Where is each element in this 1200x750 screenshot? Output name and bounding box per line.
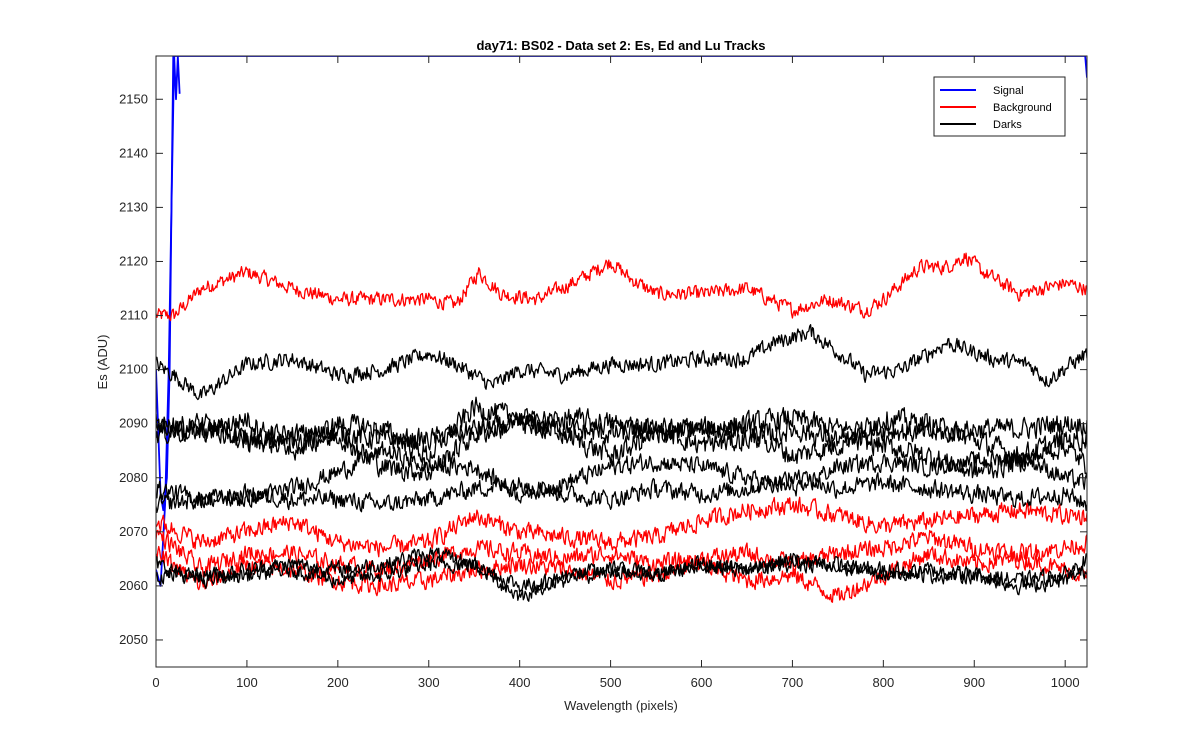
y-tick-label: 2090 <box>119 416 148 431</box>
series-line-darks-4 <box>156 324 1087 401</box>
x-tick-label: 900 <box>963 675 985 690</box>
x-tick-label: 600 <box>691 675 713 690</box>
x-axis-label: Wavelength (pixels) <box>564 698 678 713</box>
series-line-darks-14 <box>156 547 1087 602</box>
series-line-darks-13 <box>156 555 1087 596</box>
x-tick-label: 100 <box>236 675 258 690</box>
y-tick-label: 2150 <box>119 91 148 106</box>
x-tick-label: 200 <box>327 675 349 690</box>
x-tick-label: 500 <box>600 675 622 690</box>
x-tick-label: 0 <box>152 675 159 690</box>
y-tick-label: 2080 <box>119 470 148 485</box>
series-line-background-10 <box>156 496 1087 558</box>
plot-area-frame <box>155 55 1088 668</box>
y-axis: 2050 2060 2070 2080 2090 2100 2110 2120 2130 2140… <box>119 91 1087 647</box>
x-tick-label: 400 <box>509 675 531 690</box>
y-tick-label: 2120 <box>119 253 148 268</box>
chart-title: day71: BS02 - Data set 2: Es, Ed and Lu … <box>476 38 765 53</box>
series-line-background-3 <box>156 252 1087 322</box>
series-line-signal-2 <box>173 56 181 101</box>
y-tick-label: 2050 <box>119 632 148 647</box>
y-tick-label: 2070 <box>119 524 148 539</box>
series-layer <box>156 56 1087 603</box>
y-axis-label: Es (ADU) <box>95 335 110 390</box>
legend-label-signal: Signal <box>993 85 1024 97</box>
y-tick-label: 2060 <box>119 578 148 593</box>
legend: Signal Background Darks <box>933 76 1066 137</box>
legend-label-background: Background <box>993 102 1052 114</box>
y-tick-label: 2110 <box>120 308 148 323</box>
y-tick-label: 2140 <box>119 145 148 160</box>
x-axis: 0 100 200 300 400 500 600 700 800 900 1000 <box>152 56 1080 690</box>
series-line-background-11 <box>156 529 1087 579</box>
x-tick-label: 700 <box>782 675 804 690</box>
y-tick-label: 2100 <box>119 362 148 377</box>
x-tick-label: 1000 <box>1051 675 1080 690</box>
legend-label-darks: Darks <box>993 119 1022 131</box>
x-tick-label: 800 <box>872 675 894 690</box>
x-tick-label: 300 <box>418 675 440 690</box>
series-line-darks-8 <box>156 441 1087 509</box>
series-line-darks-6 <box>156 396 1087 467</box>
y-tick-label: 2130 <box>119 199 148 214</box>
series-line-darks-9 <box>156 469 1087 513</box>
